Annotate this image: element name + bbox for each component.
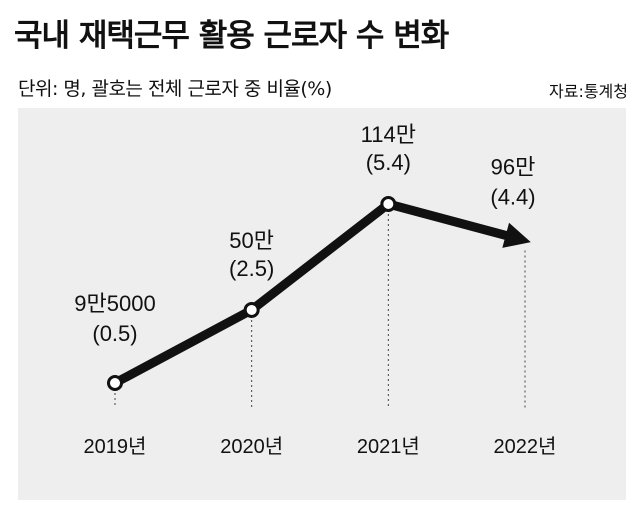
x-tick-label: 2020년 (220, 435, 283, 458)
ratio-label: (5.4) (366, 150, 411, 175)
data-point (107, 375, 123, 391)
value-label: 114만 (361, 122, 416, 147)
series-arrowhead (502, 222, 531, 248)
chart-title: 국내 재택근무 활용 근로자 수 변화 (14, 18, 449, 54)
ratio-label: (0.5) (92, 321, 137, 346)
value-label: 96만 (491, 155, 536, 180)
ratio-label: (2.5) (229, 256, 274, 281)
data-point (380, 196, 397, 212)
x-tick-label: 2019년 (84, 435, 147, 458)
series-line-segment (247, 199, 393, 315)
ratio-label: (4.4) (490, 185, 535, 210)
unit-note: 단위: 명, 괄호는 전체 근로자 중 비율(%) (18, 78, 332, 100)
data-point (243, 301, 260, 318)
x-tick-label: 2021년 (357, 435, 420, 458)
value-label: 50만 (229, 228, 274, 253)
series-line-segment (383, 199, 513, 241)
line-chart: 9만5000 (0.5) 50만 (2.5) 114만 (5.4) 96만 (4.4) 201… (74, 122, 557, 458)
value-label: 9만5000 (74, 291, 155, 316)
source-note: 자료:통계청 (549, 82, 628, 101)
guide-lines (114, 214, 526, 408)
chart-panel: 9만5000 (0.5) 50만 (2.5) 114만 (5.4) 96만 (4.4) 201… (18, 108, 626, 500)
x-tick-label: 2022년 (494, 435, 557, 458)
line-layer (110, 199, 531, 388)
series-line-segment (110, 305, 257, 388)
x-axis-ticks: 2019년 2020년 2021년 2022년 (84, 435, 557, 458)
point-markers (107, 196, 397, 391)
data-labels: 9만5000 (0.5) 50만 (2.5) 114만 (5.4) 96만 (4.4) (74, 122, 535, 346)
